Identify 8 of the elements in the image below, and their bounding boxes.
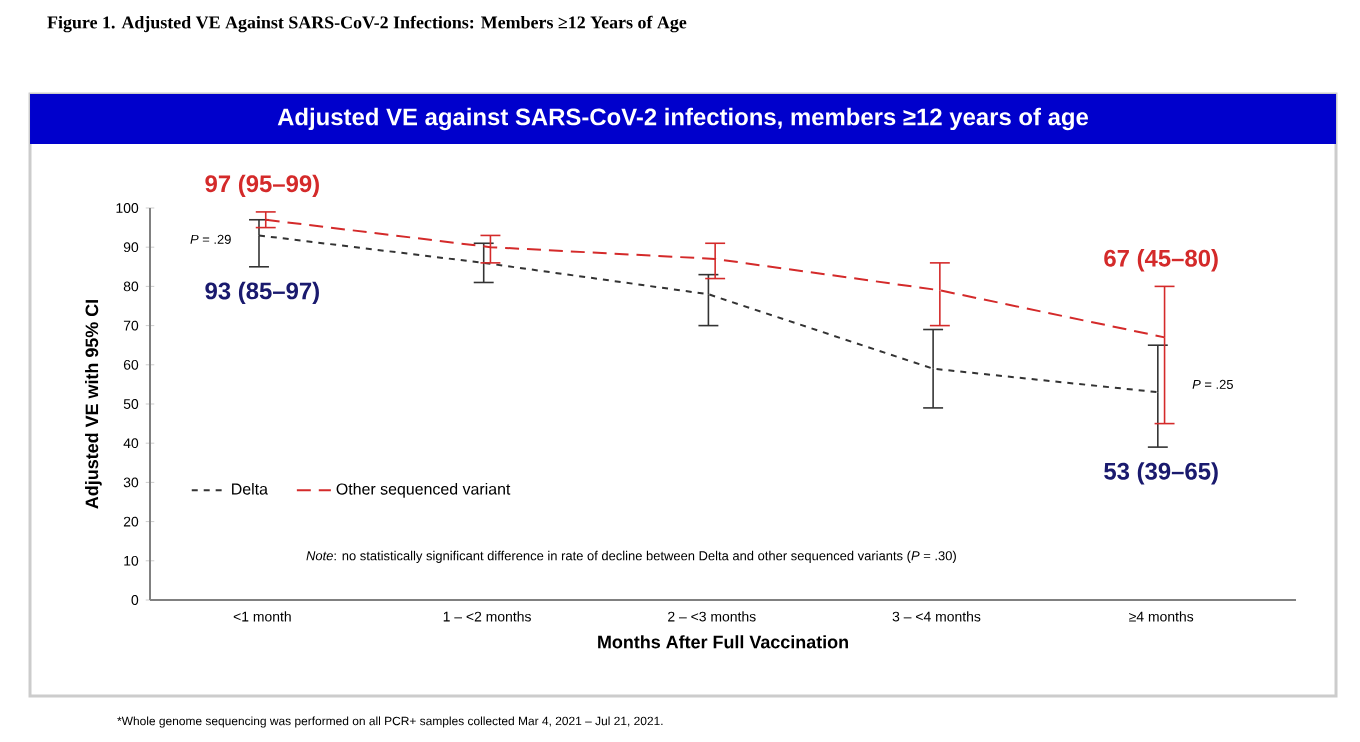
data-label: 53 (39–65) bbox=[1104, 462, 1218, 485]
data-label: 93 (85–97) bbox=[205, 281, 319, 305]
data-label: 97 (95–99) bbox=[205, 174, 319, 197]
chart-title: Figure 1. Adjusted VE Against SARS-CoV-2 Infections: Members ≥12 Years of Age bbox=[47, 15, 687, 33]
data-label: 67 (45–80) bbox=[1104, 249, 1218, 272]
y-axis-title: Adjusted VE with 95% CI bbox=[85, 300, 102, 509]
x-axis-title: Months After Full Vaccination bbox=[598, 635, 848, 649]
chart-subtitle: Adjusted VE against SARS-CoV-2 infections, members ≥12 years of age bbox=[277, 107, 1088, 131]
